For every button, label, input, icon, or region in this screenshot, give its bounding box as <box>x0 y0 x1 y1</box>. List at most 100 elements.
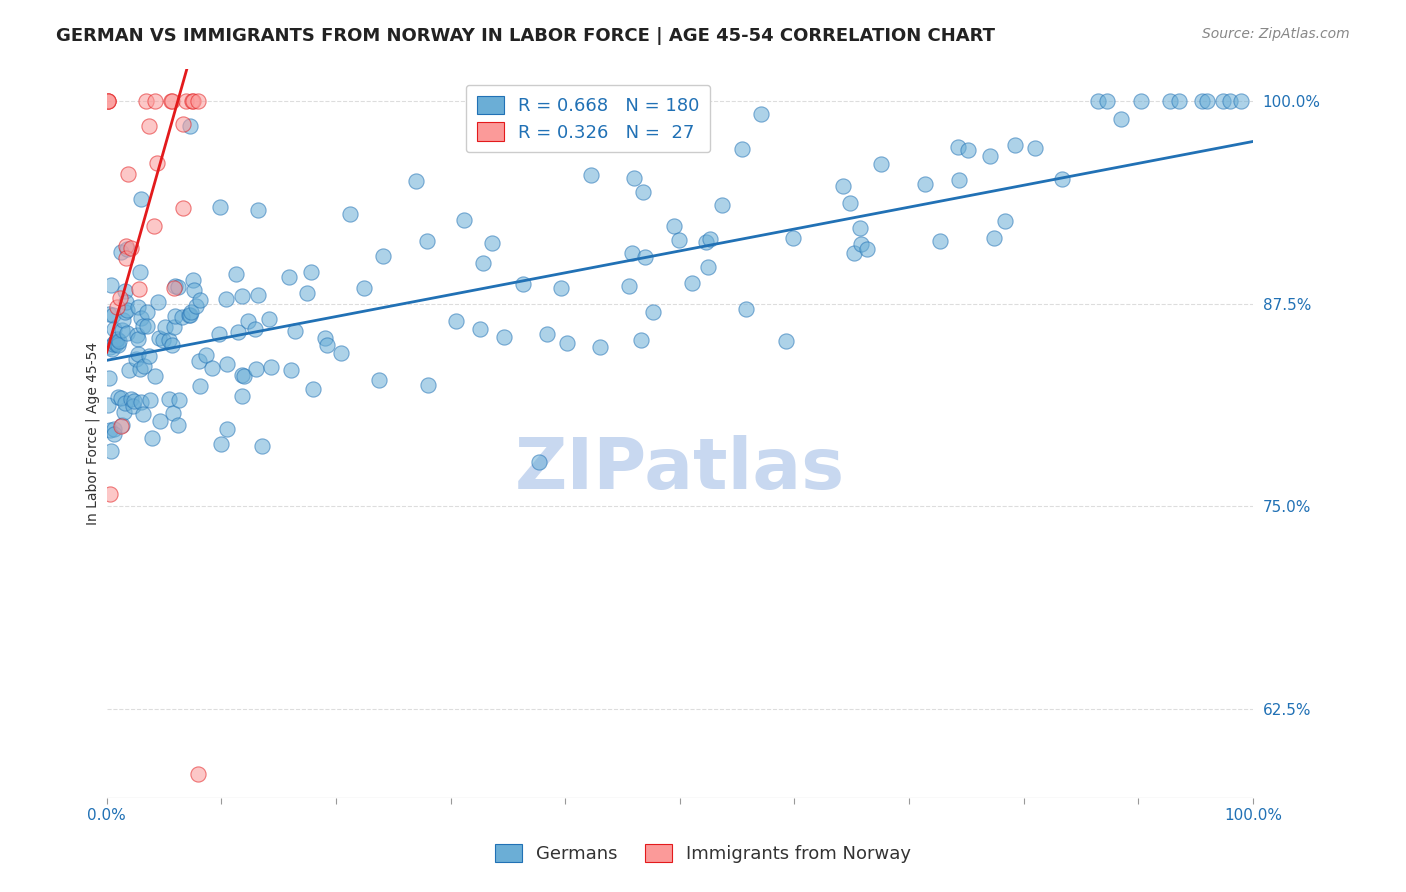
Germans <box>681 276 703 290</box>
Germans <box>101 337 124 351</box>
Germans <box>259 359 281 374</box>
Germans <box>201 360 224 375</box>
Germans <box>284 324 307 338</box>
Germans <box>97 398 120 412</box>
Germans <box>371 248 394 262</box>
Text: Source: ZipAtlas.com: Source: ZipAtlas.com <box>1202 27 1350 41</box>
Germans <box>148 331 170 345</box>
Immigrants from Norway <box>181 94 204 108</box>
Germans <box>1212 94 1234 108</box>
Germans <box>101 342 124 356</box>
Germans <box>122 394 145 409</box>
Germans <box>104 334 127 349</box>
Germans <box>979 149 1001 163</box>
Immigrants from Norway <box>110 291 132 305</box>
Germans <box>914 177 936 191</box>
Germans <box>122 399 145 413</box>
Germans <box>98 423 121 437</box>
Germans <box>180 305 202 319</box>
Germans <box>105 337 128 351</box>
Germans <box>623 171 645 186</box>
Germans <box>114 396 136 410</box>
Germans <box>125 352 148 367</box>
Germans <box>416 378 439 392</box>
Germans <box>215 292 238 306</box>
Germans <box>699 232 721 246</box>
Germans <box>641 305 664 319</box>
Germans <box>353 281 375 295</box>
Germans <box>869 157 891 171</box>
Text: GERMAN VS IMMIGRANTS FROM NORWAY IN LABOR FORCE | AGE 45-54 CORRELATION CHART: GERMAN VS IMMIGRANTS FROM NORWAY IN LABO… <box>56 27 995 45</box>
Germans <box>132 407 155 421</box>
Germans <box>257 311 280 326</box>
Germans <box>339 207 361 221</box>
Germans <box>107 338 129 352</box>
Germans <box>100 443 122 458</box>
Germans <box>928 234 950 248</box>
Germans <box>453 213 475 227</box>
Germans <box>111 313 134 327</box>
Germans <box>512 277 534 292</box>
Germans <box>98 340 121 354</box>
Germans <box>163 309 186 323</box>
Germans <box>630 333 652 347</box>
Germans <box>1004 137 1026 152</box>
Germans <box>195 348 218 362</box>
Immigrants from Norway <box>97 94 120 108</box>
Immigrants from Norway <box>115 252 138 266</box>
Germans <box>555 336 578 351</box>
Immigrants from Norway <box>172 201 194 215</box>
Germans <box>117 363 139 377</box>
Germans <box>110 244 132 259</box>
Immigrants from Norway <box>181 94 204 108</box>
Germans <box>103 322 125 336</box>
Immigrants from Norway <box>110 419 132 434</box>
Germans <box>101 308 124 322</box>
Germans <box>127 301 149 315</box>
Germans <box>1087 94 1109 108</box>
Germans <box>188 379 211 393</box>
Immigrants from Norway <box>187 94 209 108</box>
Germans <box>444 314 467 328</box>
Germans <box>177 309 200 323</box>
Germans <box>416 234 439 248</box>
Immigrants from Norway <box>117 167 139 181</box>
Germans <box>208 201 231 215</box>
Germans <box>842 246 865 260</box>
Germans <box>107 334 129 349</box>
Germans <box>127 346 149 360</box>
Germans <box>138 350 160 364</box>
Germans <box>157 392 180 406</box>
Germans <box>110 391 132 405</box>
Germans <box>160 337 183 351</box>
Germans <box>494 330 516 344</box>
Germans <box>368 373 391 387</box>
Immigrants from Norway <box>143 219 166 234</box>
Germans <box>250 439 273 453</box>
Germans <box>856 242 879 256</box>
Germans <box>217 357 239 371</box>
Immigrants from Norway <box>174 94 197 108</box>
Germans <box>631 185 654 199</box>
Germans <box>247 288 270 302</box>
Germans <box>136 305 159 319</box>
Germans <box>1197 94 1219 108</box>
Germans <box>215 422 238 436</box>
Germans <box>1024 141 1046 155</box>
Germans <box>209 437 232 451</box>
Germans <box>664 219 686 233</box>
Germans <box>159 333 181 347</box>
Germans <box>136 318 159 333</box>
Germans <box>100 278 122 293</box>
Germans <box>1191 94 1213 108</box>
Germans <box>208 327 231 342</box>
Immigrants from Norway <box>138 119 160 133</box>
Immigrants from Norway <box>163 280 186 294</box>
Germans <box>1095 94 1118 108</box>
Germans <box>132 319 155 334</box>
Germans <box>710 198 733 212</box>
Germans <box>105 332 128 346</box>
Germans <box>470 322 492 336</box>
Germans <box>838 195 860 210</box>
Germans <box>231 389 253 403</box>
